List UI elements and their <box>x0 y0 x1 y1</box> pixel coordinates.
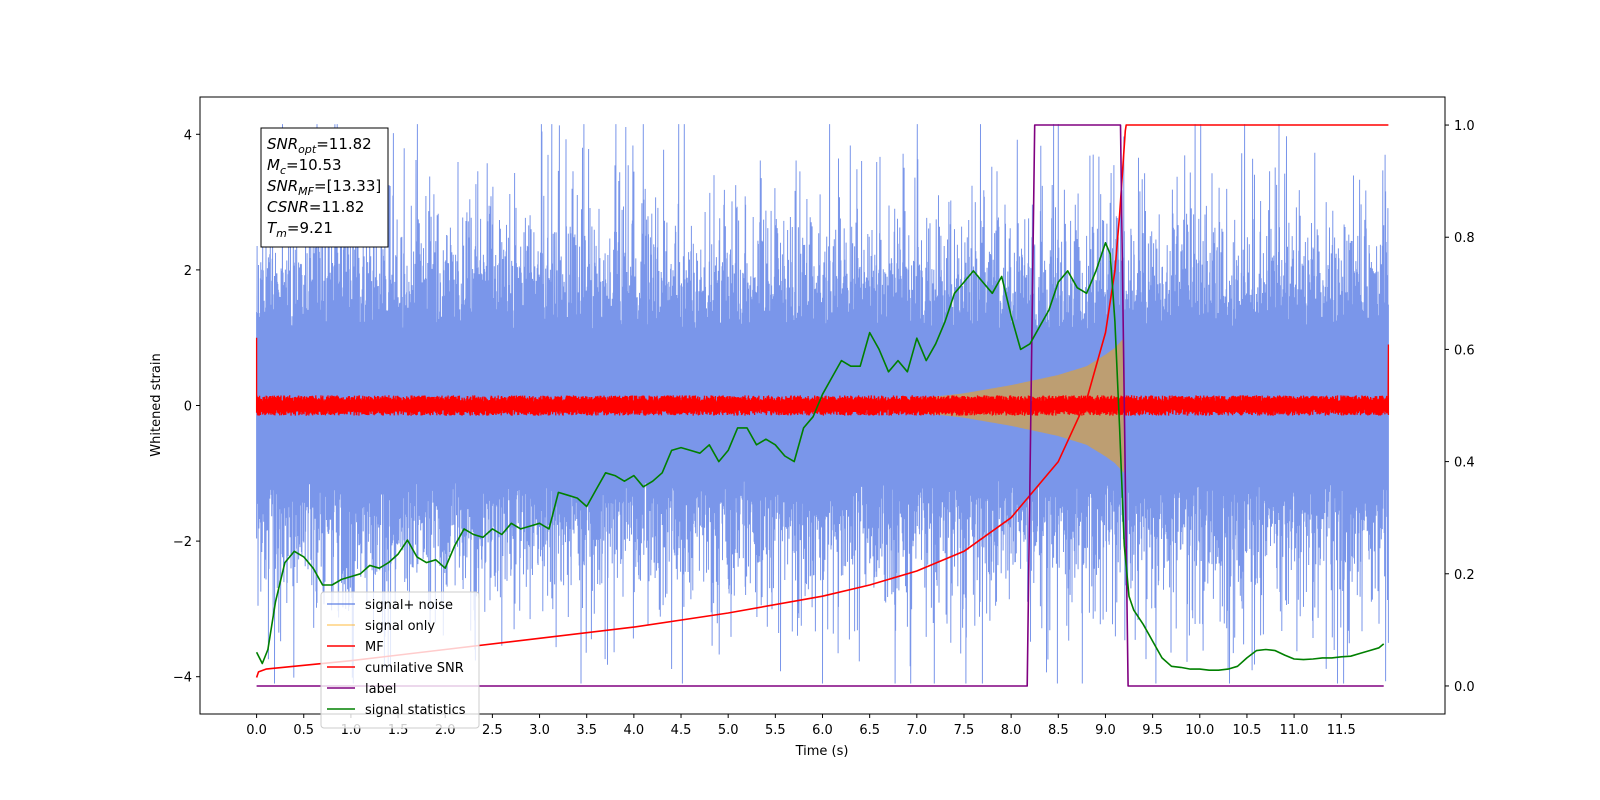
info-box-frame <box>260 127 389 248</box>
x-tick-label: 4.0 <box>624 723 645 738</box>
y-left-tick-label: 2 <box>184 264 192 279</box>
y-right-axis-ticks: 0.0 0.2 0.4 0.6 0.8 1.0 <box>1445 119 1475 695</box>
x-tick-label: 6.0 <box>812 723 833 738</box>
info-box-line: SNRopt=11.82 <box>267 135 372 156</box>
x-tick-label: 6.5 <box>859 723 880 738</box>
x-tick-label: 9.0 <box>1095 723 1116 738</box>
x-tick-label: 8.5 <box>1048 723 1069 738</box>
legend-label: signal+ noise <box>365 598 453 613</box>
info-box-line: Mc=10.53 <box>267 156 342 177</box>
series-signal-noise <box>256 124 1389 684</box>
legend-label: label <box>365 682 396 697</box>
info-box: SNRopt=11.82Mc=10.53SNRMF=[13.33]CSNR=11… <box>260 127 389 248</box>
y-axis-label: Whitened strain <box>149 353 164 456</box>
x-tick-label: 7.0 <box>906 723 927 738</box>
x-tick-label: 9.5 <box>1142 723 1163 738</box>
series-label <box>256 124 1384 687</box>
x-axis-ticks: 0.0 0.5 1.0 1.5 2.0 2.5 3.0 3.5 4.0 4.5 5.0 5.5 6.0 6… <box>246 714 1356 738</box>
y-right-tick-label: 0.8 <box>1454 231 1475 246</box>
y-right-tick-label: 0.0 <box>1454 680 1475 695</box>
y-left-tick-label: −4 <box>173 671 192 686</box>
legend-label: signal statistics <box>365 703 466 718</box>
y-right-tick-label: 0.2 <box>1454 568 1475 583</box>
x-axis-label: Time (s) <box>795 744 849 759</box>
x-tick-label: 5.0 <box>718 723 739 738</box>
y-left-tick-label: −2 <box>173 535 192 550</box>
info-box-line: Tm=9.21 <box>267 219 333 240</box>
x-tick-label: 7.5 <box>954 723 975 738</box>
legend-label: MF <box>365 640 384 655</box>
x-tick-label: 0.0 <box>246 723 267 738</box>
x-tick-label: 10.5 <box>1232 723 1261 738</box>
info-box-line: CSNR=11.82 <box>267 198 364 216</box>
x-tick-label: 11.0 <box>1280 723 1309 738</box>
series-mf <box>255 337 1390 416</box>
legend-label: cumilative SNR <box>365 661 464 676</box>
legend-frame <box>320 591 480 729</box>
x-tick-label: 2.5 <box>482 723 503 738</box>
y-left-axis-ticks: −4 −2 0 2 4 <box>173 128 200 686</box>
x-tick-label: 5.5 <box>765 723 786 738</box>
info-box-line: SNRMF=[13.33] <box>267 177 381 198</box>
x-tick-label: 3.0 <box>529 723 550 738</box>
legend: signal+ noise signal only MF cumilative SNR… <box>320 591 480 729</box>
legend-label: signal only <box>365 619 435 634</box>
y-right-tick-label: 1.0 <box>1454 119 1475 134</box>
series-signal-statistics <box>255 242 1385 671</box>
x-tick-label: 8.0 <box>1001 723 1022 738</box>
y-left-tick-label: 0 <box>184 400 192 415</box>
y-left-tick-label: 4 <box>184 128 192 143</box>
x-tick-label: 11.5 <box>1327 723 1356 738</box>
x-tick-label: 0.5 <box>293 723 314 738</box>
x-tick-label: 10.0 <box>1185 723 1214 738</box>
x-tick-label: 3.5 <box>576 723 597 738</box>
y-right-tick-label: 0.6 <box>1454 343 1475 358</box>
x-tick-label: 4.5 <box>671 723 692 738</box>
y-right-tick-label: 0.4 <box>1454 456 1475 471</box>
